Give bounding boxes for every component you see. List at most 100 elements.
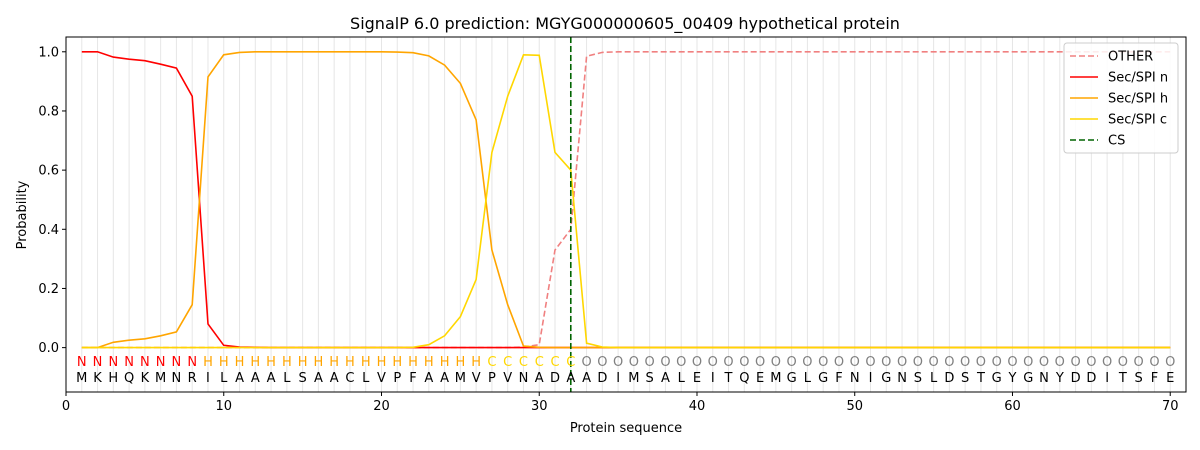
region-label: O xyxy=(1055,355,1065,370)
residue-label: I xyxy=(1105,371,1109,386)
y-tick-label: 1.0 xyxy=(38,45,59,60)
region-label: O xyxy=(1118,355,1128,370)
residue-label: F xyxy=(1151,371,1158,386)
series-line-sec-spi-c xyxy=(81,53,1171,349)
residue-label: L xyxy=(362,371,370,386)
residue-label: S xyxy=(646,371,654,386)
region-label: O xyxy=(597,355,607,370)
region-label: H xyxy=(377,355,387,370)
region-label: H xyxy=(408,355,418,370)
residue-label: M xyxy=(628,371,639,386)
series-layer xyxy=(81,37,1171,392)
grid-layer xyxy=(81,37,1171,392)
residue-label: D xyxy=(550,371,560,386)
region-label: H xyxy=(392,355,402,370)
y-tick-label: 0.6 xyxy=(38,164,59,179)
region-label: O xyxy=(755,355,765,370)
residue-label: M xyxy=(76,371,87,386)
region-label: H xyxy=(455,355,465,370)
residue-label: A xyxy=(535,371,544,386)
legend-entry: OTHER xyxy=(1108,50,1153,65)
region-label: H xyxy=(235,355,245,370)
residue-label: T xyxy=(724,371,733,386)
y-tick-label: 0.0 xyxy=(38,341,59,356)
residue-label: P xyxy=(488,371,496,386)
region-label: O xyxy=(723,355,733,370)
region-label: O xyxy=(1134,355,1144,370)
region-label: O xyxy=(708,355,718,370)
region-label: O xyxy=(1149,355,1159,370)
region-label: H xyxy=(424,355,434,370)
residue-label: L xyxy=(678,371,686,386)
residue-label: R xyxy=(188,371,197,386)
residue-label: Q xyxy=(739,371,749,386)
region-label: O xyxy=(850,355,860,370)
residue-label: A xyxy=(424,371,433,386)
residue-label: G xyxy=(818,371,828,386)
region-label: O xyxy=(645,355,655,370)
region-label: H xyxy=(329,355,339,370)
residue-label: D xyxy=(597,371,607,386)
residue-label: D xyxy=(1086,371,1096,386)
region-label: N xyxy=(187,355,197,370)
residue-label: L xyxy=(283,371,291,386)
region-label: H xyxy=(314,355,324,370)
residue-label: M xyxy=(455,371,466,386)
residue-label: K xyxy=(141,371,150,386)
residue-label: H xyxy=(108,371,118,386)
region-label: O xyxy=(692,355,702,370)
region-label: O xyxy=(629,355,639,370)
residue-label: A xyxy=(251,371,260,386)
residue-label: C xyxy=(345,371,354,386)
region-label: O xyxy=(928,355,938,370)
legend-entry: Sec/SPI c xyxy=(1108,113,1167,128)
residue-label: A xyxy=(661,371,670,386)
residue-label: A xyxy=(314,371,323,386)
x-tick-label: 70 xyxy=(1162,399,1179,414)
region-label: O xyxy=(818,355,828,370)
legend-entry: Sec/SPI h xyxy=(1108,92,1168,107)
residue-label: A xyxy=(582,371,591,386)
residue-label: Y xyxy=(1008,371,1017,386)
region-label: N xyxy=(108,355,118,370)
region-label: H xyxy=(345,355,355,370)
region-label: H xyxy=(219,355,229,370)
residue-label: N xyxy=(1039,371,1049,386)
residue-label: G xyxy=(787,371,797,386)
residue-label: L xyxy=(804,371,812,386)
residue-label: N xyxy=(850,371,860,386)
residue-label: Y xyxy=(1055,371,1064,386)
y-tick-label: 0.2 xyxy=(38,282,59,297)
region-label: O xyxy=(581,355,591,370)
residue-label: S xyxy=(1135,371,1143,386)
residue-label: V xyxy=(377,371,386,386)
residue-label: G xyxy=(1023,371,1033,386)
region-label: O xyxy=(944,355,954,370)
residue-label: T xyxy=(1118,371,1127,386)
region-label: O xyxy=(1102,355,1112,370)
residue-label: D xyxy=(1071,371,1081,386)
chart-title: SignalP 6.0 prediction: MGYG000000605_00… xyxy=(350,14,900,34)
region-label: O xyxy=(660,355,670,370)
region-label: O xyxy=(1070,355,1080,370)
residue-label: A xyxy=(440,371,449,386)
region-label: O xyxy=(1039,355,1049,370)
x-tick-label: 40 xyxy=(689,399,706,414)
region-label: N xyxy=(124,355,134,370)
x-tick-label: 60 xyxy=(1004,399,1021,414)
legend-entry: CS xyxy=(1108,134,1125,149)
residue-label: L xyxy=(220,371,228,386)
x-axis-label: Protein sequence xyxy=(570,421,682,436)
region-label: N xyxy=(77,355,87,370)
region-label: O xyxy=(897,355,907,370)
region-label: C xyxy=(519,355,528,370)
residue-label: S xyxy=(961,371,969,386)
region-label: O xyxy=(1165,355,1175,370)
residue-label: S xyxy=(298,371,306,386)
region-label: C xyxy=(566,355,575,370)
legend-entry: Sec/SPI n xyxy=(1108,71,1168,86)
residue-label: N xyxy=(519,371,529,386)
residue-label: K xyxy=(93,371,102,386)
region-label: O xyxy=(771,355,781,370)
residue-label: I xyxy=(616,371,620,386)
